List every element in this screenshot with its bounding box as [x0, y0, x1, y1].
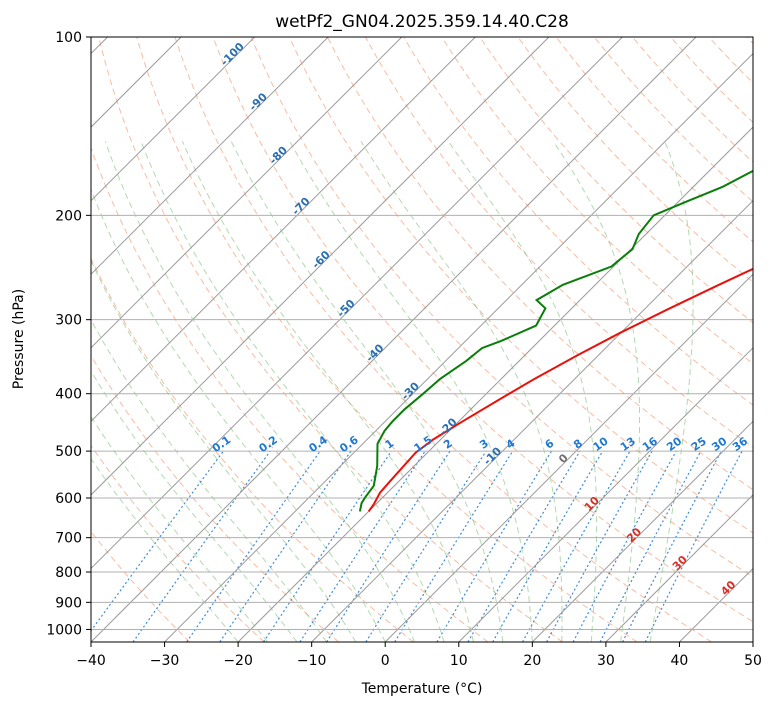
mixing-ratio-line: [521, 450, 631, 642]
axes: −40 −30 −20 −10 0 10 20 30 40 50 1000 900 800 700 600 5…: [46, 30, 762, 669]
y-tick-label: 900: [55, 595, 82, 611]
y-tick-label: 800: [55, 565, 82, 581]
y-tick-label: 100: [55, 30, 82, 46]
x-tick-label: 50: [744, 653, 762, 669]
isotherm: [91, 37, 329, 275]
dry-adiabat: [403, 37, 753, 406]
mixing-ratio-line: [436, 450, 553, 642]
x-tick-label: 20: [523, 653, 541, 669]
mixing-ratio-line: [299, 450, 426, 642]
x-tick-label: 40: [671, 653, 689, 669]
profiles: [358, 169, 753, 512]
isotherm: [458, 347, 753, 642]
dry-adiabat: [593, 37, 753, 203]
dry-adiabat: [174, 37, 712, 642]
mixing-ratio-line: [467, 450, 581, 642]
dry-adiabat: [91, 530, 190, 642]
isotherm: [311, 199, 753, 642]
y-tick-label: 500: [55, 444, 82, 460]
isotherm: [605, 494, 753, 642]
mixing-ratio-line: [394, 450, 514, 642]
isotherm: [91, 37, 256, 202]
x-tick-label: −20: [223, 653, 253, 669]
temperature-profile: [367, 267, 753, 512]
x-tick-label: −40: [76, 653, 106, 669]
isotherm: [91, 37, 697, 642]
isotherm: [91, 37, 476, 423]
x-tick-label: 30: [597, 653, 615, 669]
isotherm: [91, 37, 403, 349]
dry-adiabat: [326, 37, 753, 491]
dewpoint-profile: [358, 169, 753, 512]
x-tick-label: −30: [150, 653, 180, 669]
mixing-ratio-line: [365, 450, 487, 642]
y-tick-label: 300: [55, 313, 82, 329]
dry-adiabat: [365, 37, 753, 448]
dry-adiabat: [136, 37, 638, 642]
mixing-ratio-line: [91, 450, 224, 632]
x-tick-label: 10: [450, 653, 468, 669]
y-tick-label: 1000: [46, 622, 82, 638]
isotherm: [91, 37, 623, 570]
y-axis-label: Pressure (hPa): [11, 289, 27, 389]
x-tick-label: 0: [381, 653, 390, 669]
mixing-ratio-line: [186, 450, 321, 642]
dry-adiabat: [555, 37, 753, 243]
y-tick-label: 700: [55, 531, 82, 547]
dry-adiabat: [91, 444, 265, 642]
dry-adiabat: [479, 37, 753, 324]
isotherm: [531, 420, 753, 642]
y-tick-label: 400: [55, 387, 82, 403]
chart-title: wetPf2_GN04.2025.359.14.40.C28: [275, 12, 569, 32]
dry-adiabat: [632, 37, 753, 163]
x-tick-label: −10: [297, 653, 327, 669]
y-tick-label: 600: [55, 491, 82, 507]
mixing-ratio-line: [132, 450, 271, 642]
mixing-ratio-line: [572, 450, 677, 642]
isotherm: [384, 273, 753, 642]
y-tick-label: 200: [55, 208, 82, 224]
dry-adiabat: [98, 37, 563, 642]
x-axis-label: Temperature (°C): [361, 681, 483, 697]
isotherm: [164, 52, 753, 642]
mixing-ratio-line: [492, 450, 604, 642]
plot-frame: [90, 36, 754, 643]
dry-adiabat: [288, 37, 753, 534]
isotherm: [237, 126, 753, 642]
mixing-ratio-line: [326, 450, 451, 642]
isotherm: [91, 37, 550, 496]
dry-adiabat: [91, 257, 414, 642]
